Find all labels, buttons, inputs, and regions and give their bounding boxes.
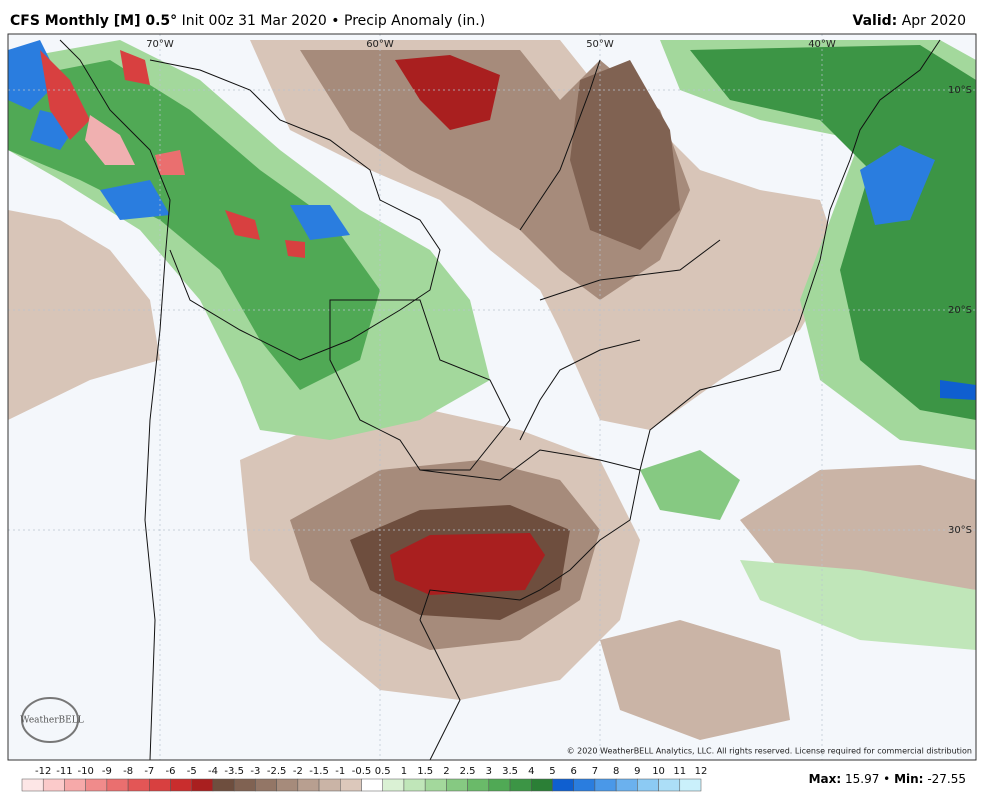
legend-swatch [85,778,108,792]
legend-label: 9 [634,766,640,777]
min-value: -27.55 [927,772,966,786]
legend-label: -7 [144,766,154,777]
copyright: © 2020 WeatherBELL Analytics, LLC. All r… [567,747,972,756]
legend-swatch [149,778,171,792]
legend-label: -3 [250,766,260,777]
legend-label: -2.5 [267,766,287,777]
legend-swatch [21,778,44,792]
legend-label: 0.5 [375,766,391,777]
legend-label: -5 [187,766,197,777]
legend-label: -0.5 [352,766,372,777]
lat-label: 30°S [948,525,972,536]
lon-label: 50°W [586,39,614,50]
legend-swatch [106,778,129,792]
legend-swatch [531,778,553,792]
legend-swatch [594,778,617,792]
legend-swatch [276,778,299,792]
lat-label: 20°S [948,305,972,316]
legend-label: -12 [35,766,51,777]
title-rest: Init 00z 31 Mar 2020 • Precip Anomaly (i… [182,13,486,29]
legend-label: -10 [77,766,93,777]
legend-label: 8 [613,766,619,777]
max-value: 15.97 [845,772,879,786]
title: CFS Monthly [M] 0.5° Init 00z 31 Mar 202… [10,13,485,29]
logo: WeatherBELL [20,697,84,743]
legend-label: 2 [443,766,449,777]
legend-swatch [403,778,426,792]
lon-label: 70°W [146,39,174,50]
stats: Max: 15.97 • Min: -27.55 [809,772,966,786]
legend-swatch [637,778,659,792]
legend-label: 2.5 [460,766,476,777]
legend-label: 3.5 [502,766,518,777]
max-label: Max: [809,772,842,786]
legend-swatch [318,778,341,792]
legend-label: 6 [571,766,577,777]
legend-label: -1 [335,766,345,777]
legend-label: 10 [652,766,665,777]
legend-label: 11 [673,766,686,777]
legend-label: 12 [695,766,708,777]
legend-label: -9 [102,766,112,777]
legend-swatch [361,778,383,792]
lon-label: 60°W [366,39,394,50]
legend-swatch [42,778,65,792]
legend-swatch [573,778,596,792]
legend-label: 4 [528,766,534,777]
legend: -12 -11 -10 -9 -8 -7 -6 -5 -4 -3.5 -3 -2.5 -2 -1.5 -1-… [21,766,708,792]
legend-swatch [170,778,192,792]
legend-swatch [212,778,235,792]
legend-swatch [488,778,511,792]
legend-label: -1.5 [309,766,329,777]
legend-swatch [297,778,320,792]
legend-label: 1 [401,766,407,777]
valid-value: Apr 2020 [902,13,966,29]
legend-swatch [255,778,277,792]
legend-swatch [191,778,214,792]
legend-swatch [382,778,405,792]
legend-label: -8 [123,766,133,777]
legend-swatch [64,778,86,792]
map: 70°W 60°W 50°W 40°W 10°S 20°S 30°S Weath… [7,33,977,761]
legend-swatch [679,778,702,792]
separator: • [883,772,890,786]
legend-swatch [509,778,532,792]
title-bold: CFS Monthly [M] 0.5° [10,13,177,29]
valid-label: Valid: [853,13,898,29]
legend-label: 1.5 [417,766,433,777]
legend-label: 7 [592,766,598,777]
lat-label: 10°S [948,85,972,96]
legend-label: 5 [549,766,555,777]
legend-swatch [467,778,490,792]
min-label: Min: [894,772,923,786]
legend-swatch [552,778,574,792]
legend-swatch [340,778,362,792]
legend-swatch [233,778,256,792]
legend-label: -3.5 [224,766,244,777]
legend-swatch [424,778,447,792]
legend-label: -6 [166,766,176,777]
legend-label: 3 [486,766,492,777]
legend-label: -2 [293,766,303,777]
logo-text: WeatherBELL [20,716,83,726]
legend-label: -4 [208,766,218,777]
legend-swatch [658,778,681,792]
legend-swatch [615,778,638,792]
legend-swatch [446,778,468,792]
legend-label: -11 [56,766,72,777]
legend-swatch [127,778,150,792]
valid: Valid: Apr 2020 [853,13,967,29]
lon-label: 40°W [808,39,836,50]
